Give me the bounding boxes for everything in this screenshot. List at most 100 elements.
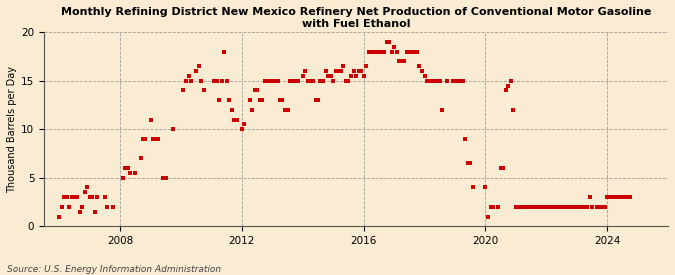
Point — [64, 205, 75, 209]
Point — [246, 108, 257, 112]
Point — [277, 98, 288, 102]
Point — [513, 205, 524, 209]
Point — [262, 78, 273, 83]
Point — [186, 78, 196, 83]
Title: Monthly Refining District New Mexico Refinery Net Production of Conventional Mot: Monthly Refining District New Mexico Ref… — [61, 7, 651, 29]
Point — [221, 78, 232, 83]
Point — [465, 161, 476, 165]
Point — [178, 88, 189, 93]
Point — [576, 205, 587, 209]
Point — [130, 171, 141, 175]
Point — [338, 64, 349, 68]
Point — [396, 59, 407, 64]
Point — [462, 161, 473, 165]
Point — [196, 78, 207, 83]
Point — [556, 205, 567, 209]
Y-axis label: Thousand Barrels per Day: Thousand Barrels per Day — [7, 66, 17, 193]
Point — [356, 69, 367, 73]
Point — [183, 74, 194, 78]
Point — [404, 49, 414, 54]
Point — [435, 78, 446, 83]
Point — [574, 205, 585, 209]
Point — [158, 175, 169, 180]
Point — [99, 195, 110, 199]
Point — [452, 78, 463, 83]
Point — [252, 88, 263, 93]
Point — [333, 69, 344, 73]
Point — [145, 117, 156, 122]
Point — [236, 127, 247, 131]
Point — [298, 74, 308, 78]
Point — [254, 98, 265, 102]
Point — [457, 78, 468, 83]
Point — [533, 205, 544, 209]
Point — [437, 108, 448, 112]
Point — [360, 64, 371, 68]
Point — [102, 205, 113, 209]
Point — [467, 185, 478, 190]
Point — [69, 195, 80, 199]
Point — [77, 205, 88, 209]
Point — [323, 74, 333, 78]
Point — [422, 78, 433, 83]
Point — [394, 59, 405, 64]
Point — [614, 195, 625, 199]
Point — [84, 195, 95, 199]
Text: Source: U.S. Energy Information Administration: Source: U.S. Energy Information Administ… — [7, 265, 221, 274]
Point — [265, 78, 275, 83]
Point — [510, 205, 521, 209]
Point — [275, 98, 286, 102]
Point — [409, 49, 420, 54]
Point — [569, 205, 580, 209]
Point — [376, 49, 387, 54]
Point — [622, 195, 633, 199]
Point — [373, 49, 384, 54]
Point — [117, 175, 128, 180]
Point — [503, 83, 514, 88]
Point — [480, 185, 491, 190]
Point — [353, 69, 364, 73]
Point — [624, 195, 635, 199]
Point — [315, 78, 326, 83]
Point — [391, 49, 402, 54]
Point — [581, 205, 592, 209]
Point — [566, 205, 577, 209]
Point — [307, 78, 318, 83]
Point — [61, 195, 72, 199]
Point — [546, 205, 557, 209]
Point — [56, 205, 67, 209]
Point — [602, 195, 613, 199]
Point — [229, 117, 240, 122]
Point — [279, 108, 290, 112]
Point — [325, 74, 336, 78]
Point — [302, 78, 313, 83]
Point — [140, 137, 151, 141]
Point — [269, 78, 280, 83]
Point — [500, 88, 511, 93]
Point — [232, 117, 242, 122]
Point — [528, 205, 539, 209]
Point — [497, 166, 508, 170]
Point — [292, 78, 303, 83]
Point — [551, 205, 562, 209]
Point — [508, 108, 519, 112]
Point — [216, 78, 227, 83]
Point — [516, 205, 526, 209]
Point — [425, 78, 435, 83]
Point — [414, 64, 425, 68]
Point — [343, 78, 354, 83]
Point — [531, 205, 541, 209]
Point — [406, 49, 417, 54]
Point — [79, 190, 90, 194]
Point — [249, 88, 260, 93]
Point — [381, 40, 392, 44]
Point — [72, 195, 82, 199]
Point — [594, 205, 605, 209]
Point — [518, 205, 529, 209]
Point — [351, 74, 362, 78]
Point — [82, 185, 92, 190]
Point — [558, 205, 569, 209]
Point — [460, 137, 470, 141]
Point — [198, 88, 209, 93]
Point — [209, 78, 219, 83]
